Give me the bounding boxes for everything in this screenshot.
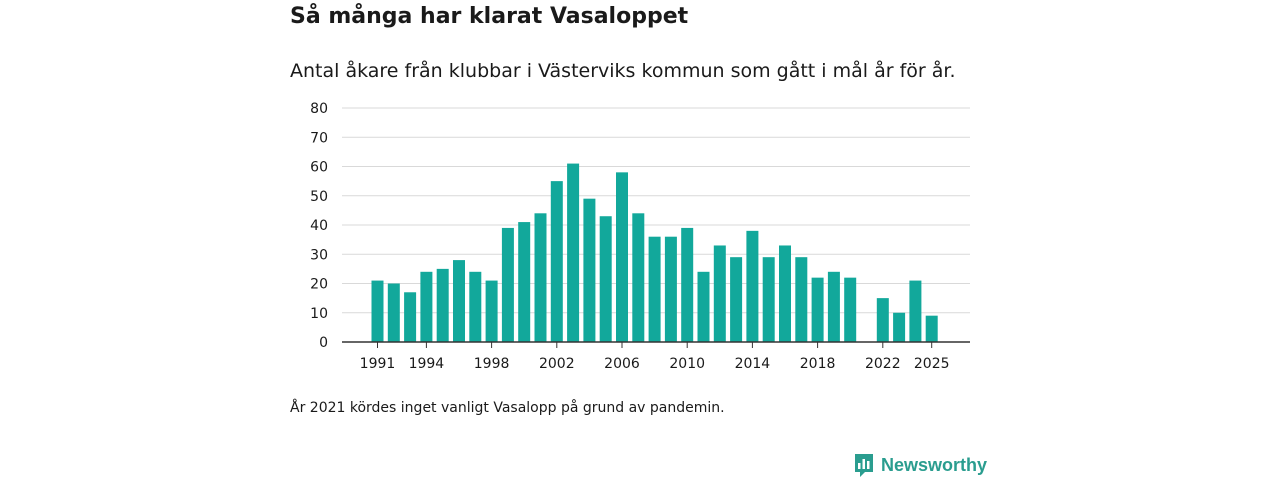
- y-tick-label-80: 80: [310, 101, 328, 117]
- y-tick-label-10: 10: [310, 306, 328, 322]
- bar-2024: 2024: 21: [909, 280, 922, 342]
- y-tick-label-30: 30: [310, 247, 328, 263]
- bar-2006: 2006: 58: [616, 172, 628, 342]
- bar-2019: 2019: 24: [827, 271, 840, 342]
- y-tick-label-70: 70: [310, 130, 328, 146]
- bar-1997: 1997: 24: [469, 271, 482, 342]
- bar-2003: 2003: 61: [567, 163, 580, 342]
- bar-1992: 1992: 20: [387, 283, 400, 342]
- bar-2002: 2002: 55: [550, 181, 563, 342]
- x-tick-label-1991: 1991: [360, 356, 396, 372]
- x-axis-ticks: 1991 1994 1998 2002 2006 2010 2014 2018 2022 2025: [360, 342, 950, 372]
- bar-2013: 2013: 29: [730, 257, 743, 342]
- y-tick-label-20: 20: [310, 277, 328, 293]
- y-tick-label-50: 50: [310, 189, 328, 205]
- bar-1994: 1994: 24: [420, 271, 433, 342]
- newsworthy-logo[interactable]: Newsworthy: [853, 452, 987, 478]
- bar-2020: 2020: 22: [844, 277, 857, 342]
- y-tick-label-0: 0: [319, 335, 328, 351]
- footnote: År 2021 kördes inget vanligt Vasalopp på…: [290, 400, 725, 416]
- bar-1996: 1996: 28: [453, 260, 465, 342]
- x-tick-label-1994: 1994: [409, 356, 445, 372]
- bar-2004: 2004: 49: [583, 198, 596, 342]
- bar-2017: 2017: 29: [795, 257, 808, 342]
- bar-2022: 2022: 15: [876, 298, 889, 342]
- bar-2014: 2014: 38: [746, 230, 759, 342]
- bar-2007: 2007: 44: [632, 213, 645, 342]
- y-tick-label-60: 60: [310, 160, 328, 176]
- chart-title: Så många har klarat Vasaloppet: [290, 4, 689, 29]
- bar-2016: 2016: 33: [779, 245, 791, 342]
- x-tick-label-2014: 2014: [735, 356, 771, 372]
- x-tick-label-1998: 1998: [474, 356, 510, 372]
- bar-1991: 1991: 21: [371, 280, 384, 342]
- bar-2009: 2009: 36: [664, 236, 677, 342]
- bars: 1991: 211992: 20 1993: 171994: 241995: 25…: [371, 163, 938, 342]
- bar-2000: 2000: 41: [518, 222, 531, 342]
- x-tick-label-2006: 2006: [604, 356, 640, 372]
- bar-1993: 1993: 17: [404, 292, 417, 342]
- brand-name: Newsworthy: [881, 454, 988, 475]
- bar-2005: 2005: 43: [599, 216, 612, 342]
- bar-2023: 2023: 10: [893, 312, 906, 342]
- bar-2008: 2008: 36: [648, 236, 661, 342]
- x-tick-label-2018: 2018: [800, 356, 836, 372]
- bar-2001: 2001: 44: [534, 213, 547, 342]
- bar-2012: 2012: 33: [713, 245, 726, 342]
- bar-2010: 2010: 39: [681, 227, 694, 342]
- x-tick-label-2010: 2010: [669, 356, 705, 372]
- bar-2011: 2011: 24: [697, 271, 710, 342]
- bar-2025: 2025: 9: [925, 315, 938, 342]
- y-tick-label-40: 40: [310, 218, 328, 234]
- bar-1999: 1999: 39: [501, 227, 514, 342]
- x-tick-label-2002: 2002: [539, 356, 575, 372]
- bar-chart: 0 10 20 30 40 50 60 70 80 1991: 211992: 20 1993: …: [310, 101, 970, 372]
- chart-subtitle: Antal åkare från klubbar i Västerviks ko…: [290, 60, 956, 82]
- y-axis-ticks: 0 10 20 30 40 50 60 70 80: [310, 101, 328, 351]
- bar-2018: 2018: 22: [811, 277, 824, 342]
- x-tick-label-2022: 2022: [865, 356, 901, 372]
- bar-2015: 2015: 29: [762, 257, 775, 342]
- bar-1998: 1998: 21: [485, 280, 498, 342]
- x-tick-label-2025: 2025: [914, 356, 950, 372]
- bar-1995: 1995: 25: [436, 268, 449, 342]
- newsworthy-logo-icon: [855, 454, 873, 477]
